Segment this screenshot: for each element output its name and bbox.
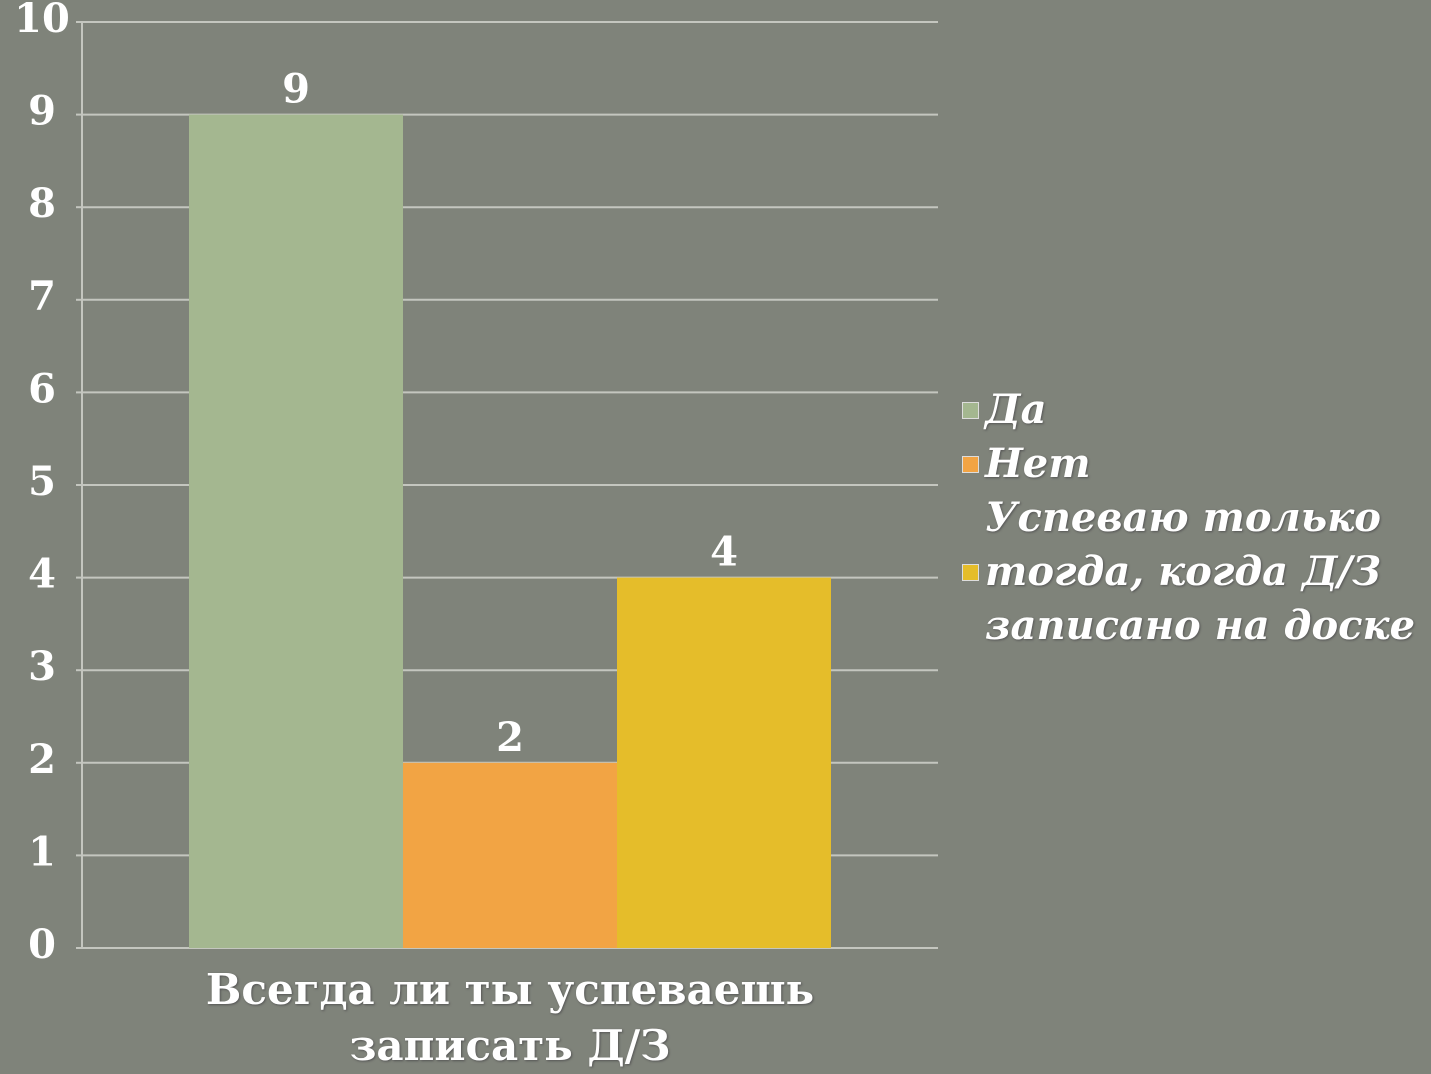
- y-tick-label: 4: [28, 551, 56, 598]
- y-tick-label: 3: [28, 643, 56, 690]
- legend-entry: Успеваю только тогда, когда Д/З записано…: [962, 491, 1427, 653]
- data-label: 2: [496, 714, 524, 761]
- legend-swatch: [962, 563, 979, 581]
- bar: [403, 762, 617, 948]
- bar: [189, 114, 403, 949]
- chart: 0 1 2 3 4 5 6 7 8 9 10 9 2 4: [14, 0, 938, 960]
- y-tick-label: 5: [28, 458, 56, 505]
- data-label: 4: [710, 529, 738, 576]
- legend-label: Нет: [985, 440, 1091, 487]
- y-tick-label: 0: [28, 921, 56, 960]
- legend-swatch: [962, 455, 979, 473]
- y-tick-label: 2: [28, 736, 56, 783]
- y-tick-label: 10: [14, 0, 70, 42]
- category-label: Всегда ли ты успеваешь записать Д/З: [205, 965, 815, 1070]
- legend: Да Нет Успеваю только тогда, когда Д/З зап…: [962, 383, 1427, 653]
- y-tick-label: 1: [28, 828, 56, 875]
- legend-label: Успеваю только тогда, когда Д/З записано…: [985, 494, 1416, 649]
- data-label: 9: [282, 66, 310, 113]
- legend-entry: Нет: [962, 437, 1427, 491]
- legend-entry: Да: [962, 383, 1427, 437]
- legend-swatch: [962, 401, 979, 419]
- y-tick-label: 6: [28, 365, 56, 412]
- y-tick-label: 7: [28, 273, 56, 320]
- y-tick-label: 9: [28, 88, 56, 135]
- legend-label: Да: [985, 386, 1047, 433]
- y-tick-label: 8: [28, 180, 56, 227]
- bar: [617, 577, 831, 948]
